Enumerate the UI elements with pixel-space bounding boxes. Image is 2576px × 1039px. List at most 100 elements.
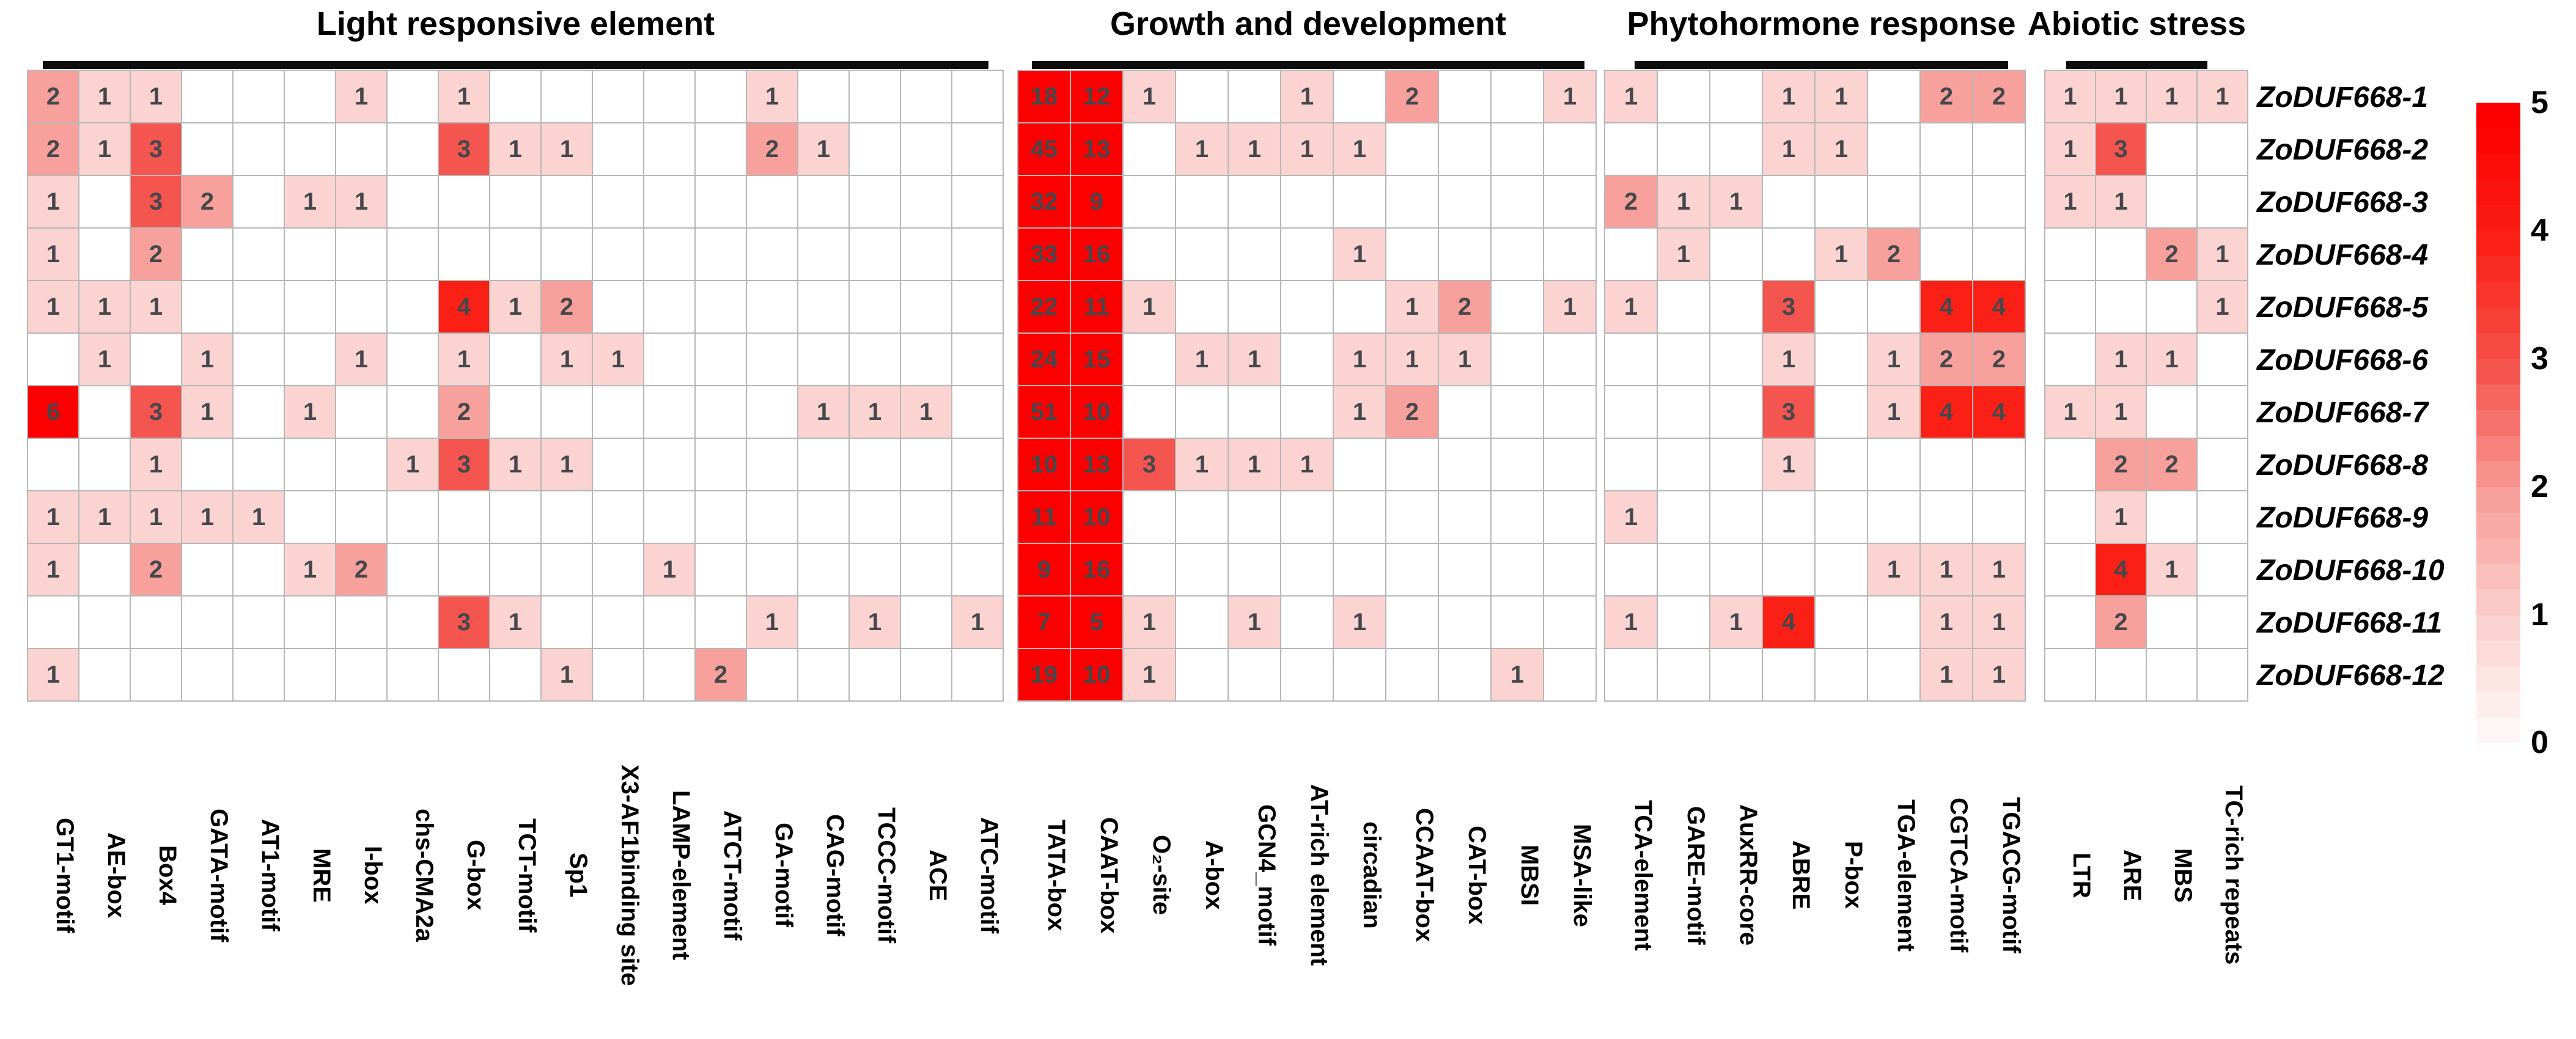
heatmap-cell: [285, 649, 335, 700]
heatmap-cell: [901, 281, 951, 332]
heatmap-cell: [747, 281, 797, 332]
heatmap-cell: [1658, 439, 1709, 490]
group-title-2: Growth and development: [1110, 6, 1507, 42]
heatmap-cell: 1: [1763, 334, 1814, 385]
heatmap-cell: [2198, 123, 2247, 175]
heatmap-cell: [182, 597, 232, 648]
heatmap-cell: 1: [798, 123, 848, 175]
heatmap-cell: 15: [1071, 334, 1122, 385]
column-label: CGTCA-motif: [1945, 798, 1972, 953]
row-label: ZoDUF668-1: [2257, 81, 2429, 114]
heatmap-cell: 1: [1124, 597, 1175, 648]
heatmap-cell: 1: [901, 386, 951, 438]
heatmap-cell: 1: [1229, 334, 1280, 385]
heatmap-cell: [1334, 281, 1385, 332]
heatmap-cell: [1492, 123, 1543, 175]
heatmap-cell: 1: [1176, 123, 1227, 175]
heatmap-cell: 1: [2045, 386, 2095, 438]
heatmap-cell: [79, 544, 130, 595]
column-label: TCCC-motif: [873, 807, 900, 944]
heatmap-cell: 1: [2045, 176, 2095, 227]
heatmap-cell: [1816, 544, 1867, 595]
heatmap-cell: 1: [1763, 71, 1814, 122]
heatmap-cell: [285, 229, 335, 280]
heatmap-cell: [1281, 386, 1333, 438]
heatmap-cell: 1: [79, 123, 130, 175]
heatmap-cell: [1439, 491, 1490, 543]
heatmap-cell: 1: [1124, 71, 1175, 122]
heatmap-cell: [1973, 491, 2025, 543]
heatmap-cell: 10: [1071, 386, 1122, 438]
heatmap-cell: [593, 229, 643, 280]
heatmap-cell: [542, 386, 592, 438]
column-label: ATCT-motif: [719, 810, 746, 941]
heatmap-cell: [1544, 439, 1595, 490]
heatmap-cell: [1658, 334, 1709, 385]
heatmap-cell: 1: [747, 597, 797, 648]
heatmap-cell: [2147, 597, 2196, 648]
heatmap-cell: [1492, 439, 1543, 490]
heatmap-cell: 9: [1018, 544, 1070, 595]
heatmap-cell: [1868, 649, 1919, 700]
heatmap-cell: [285, 597, 335, 648]
heatmap-cell: [1439, 229, 1490, 280]
column-label: TGACG-motif: [1998, 797, 2025, 953]
heatmap-cell: [850, 334, 900, 385]
row-label: ZoDUF668-12: [2257, 659, 2445, 692]
heatmap-cell: 2: [28, 71, 78, 122]
heatmap-cell: [644, 439, 694, 490]
heatmap-cell: 1: [2045, 71, 2095, 122]
heatmap-cell: [234, 439, 284, 490]
heatmap-cell: 1: [28, 229, 78, 280]
heatmap-cell: [1124, 176, 1175, 227]
heatmap-cell: 2: [1868, 229, 1919, 280]
heatmap-cell: [234, 386, 284, 438]
heatmap-cell: [1658, 123, 1709, 175]
colorbar-tick: 5: [2531, 85, 2548, 120]
column-labels-4: LTR ARE MBS TC-rich repeats: [2044, 708, 2248, 1039]
heatmap-cell: [798, 229, 848, 280]
colorbar-tick: 3: [2531, 340, 2548, 376]
heatmap-cell: 1: [131, 439, 181, 490]
heatmap-cell: 1: [1176, 439, 1227, 490]
heatmap-cell: [1658, 597, 1709, 648]
heatmap-cell: [901, 439, 951, 490]
heatmap-cell: [388, 123, 438, 175]
column-label: A-box: [1201, 840, 1227, 910]
heatmap-cell: 1: [285, 176, 335, 227]
heatmap-cell: [1816, 386, 1867, 438]
heatmap-cell: [850, 71, 900, 122]
heatmap-cell: [1544, 491, 1595, 543]
heatmap-cell: [388, 649, 438, 700]
heatmap-cell: [1710, 544, 1762, 595]
heatmap-cell: [285, 281, 335, 332]
heatmap-cell: [1176, 649, 1227, 700]
heatmap-cell: [1492, 491, 1543, 543]
heatmap-cell: 1: [542, 123, 592, 175]
heatmap-cell: 1: [850, 386, 900, 438]
heatmap-cell: 2: [1605, 176, 1657, 227]
column-label: AE-box: [103, 832, 130, 918]
heatmap-cell: [593, 649, 643, 700]
heatmap-cell: [1710, 386, 1762, 438]
heatmap-cell: [1386, 597, 1438, 648]
colorbar-tick: 4: [2531, 213, 2548, 249]
heatmap-cell: 3: [131, 176, 181, 227]
heatmap-cell: [952, 123, 1003, 175]
heatmap-cell: [850, 544, 900, 595]
heatmap-cell: [1492, 386, 1543, 438]
column-label: ATC-motif: [976, 817, 1003, 934]
heatmap-cell: [1281, 597, 1333, 648]
heatmap-cell: [1921, 176, 1972, 227]
heatmap-cell: 2: [1973, 334, 2025, 385]
row-labels: ZoDUF668-1 ZoDUF668-2 ZoDUF668-3 ZoDUF668-4…: [2257, 71, 2445, 702]
heatmap-cell: [2045, 229, 2095, 280]
heatmap-cell: [593, 544, 643, 595]
heatmap-cell: 1: [1973, 597, 2025, 648]
heatmap-cell: [1439, 176, 1490, 227]
heatmap-cell: 16: [1071, 229, 1122, 280]
heatmap-cell: [79, 176, 130, 227]
heatmap-cell: 1: [1973, 649, 2025, 700]
